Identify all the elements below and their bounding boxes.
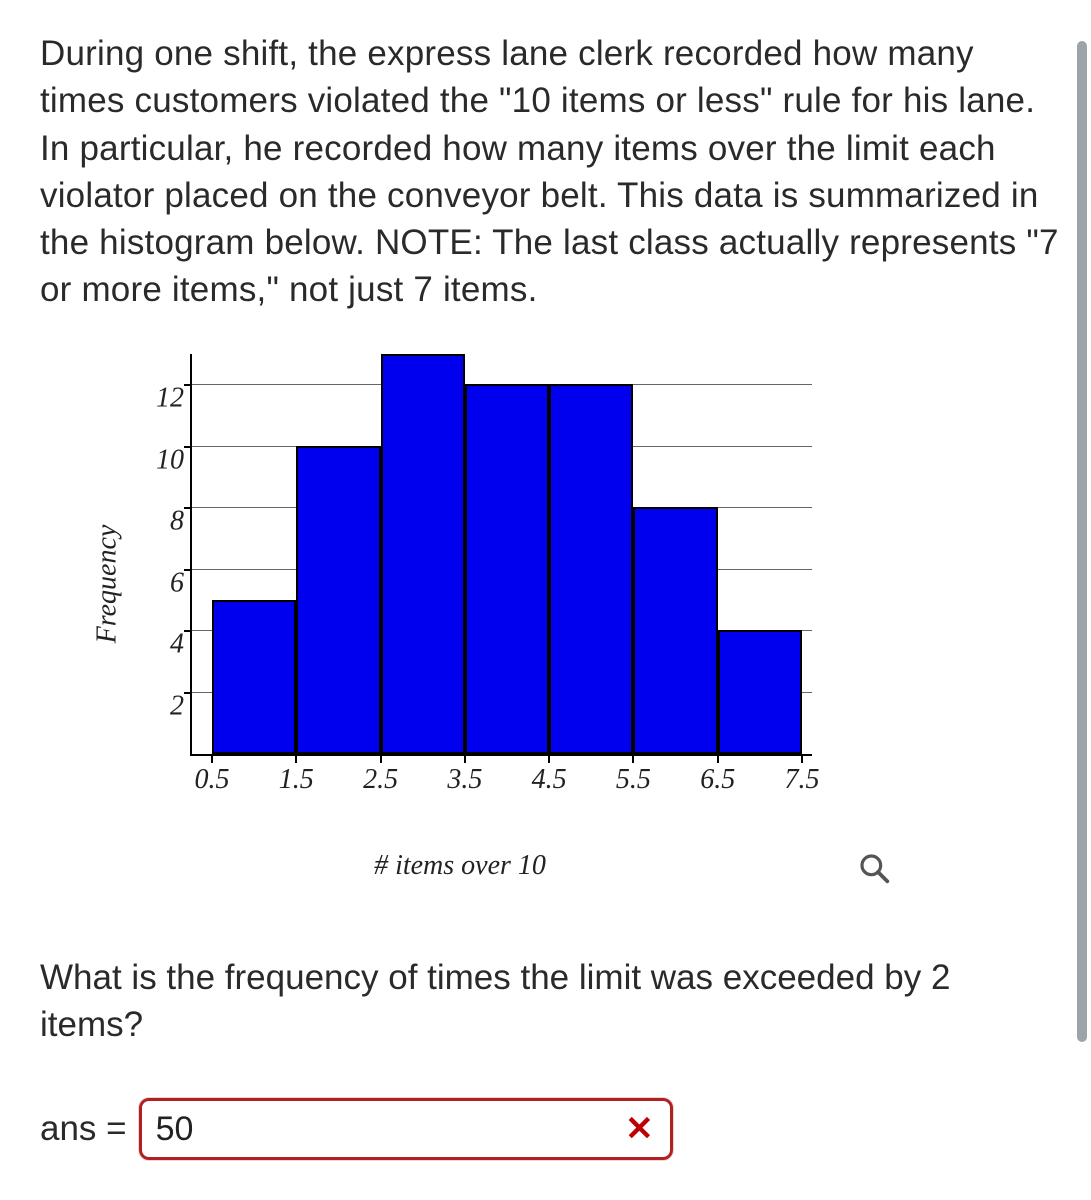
xtick-label: 2.5 [363,764,398,796]
ytick-mark [184,569,192,571]
wrong-mark-icon: ✕ [625,1109,654,1149]
x-axis-label: # items over 10 [70,850,850,882]
ytick-label: 12 [150,383,184,414]
histogram-bar [549,384,633,753]
plot-area: 246810120.51.52.53.54.55.56.57.5 [190,354,812,756]
answer-input[interactable]: 50 ✕ [139,1098,673,1160]
histogram-bar [381,354,465,754]
histogram-bar [718,630,802,753]
xtick-mark [295,755,297,763]
xtick-label: 5.5 [616,764,651,796]
xtick-mark [380,755,382,763]
xtick-label: 4.5 [532,764,567,796]
ytick-mark [184,692,192,694]
answer-value: 50 [156,1110,194,1149]
xtick-mark [211,755,213,763]
xtick-mark [464,755,466,763]
ytick-mark [184,507,192,509]
ytick-mark [184,446,192,448]
ytick-mark [184,630,192,632]
histogram-bar [296,446,380,754]
ytick-label: 2 [150,690,184,721]
zoom-icon[interactable] [858,852,890,884]
prompt-text: During one shift, the express lane clerk… [40,30,1061,314]
xtick-mark [717,755,719,763]
histogram-chart: Frequency 246810120.51.52.53.54.55.56.57… [70,344,850,824]
xtick-mark [801,755,803,763]
scrollbar-thumb[interactable] [1077,41,1087,1042]
question-text: What is the frequency of times the limit… [40,954,1061,1049]
answer-row: ans = 50 ✕ [40,1098,1061,1160]
histogram-bar [633,507,717,753]
xtick-mark [632,755,634,763]
histogram-bar [465,384,549,753]
ytick-mark [184,384,192,386]
xtick-mark [548,755,550,763]
page: During one shift, the express lane clerk… [0,0,1091,1200]
y-axis-label: Frequency [91,524,123,643]
histogram-bar [212,600,296,754]
ytick-label: 6 [150,567,184,598]
xtick-label: 0.5 [195,764,230,796]
xtick-label: 7.5 [785,764,820,796]
ytick-label: 8 [150,506,184,537]
ytick-label: 10 [150,444,184,475]
ytick-label: 4 [150,629,184,660]
answer-label: ans = [40,1109,127,1149]
scrollbar[interactable] [1077,18,1087,1182]
xtick-label: 3.5 [447,764,482,796]
xtick-label: 1.5 [279,764,314,796]
xtick-label: 6.5 [700,764,735,796]
